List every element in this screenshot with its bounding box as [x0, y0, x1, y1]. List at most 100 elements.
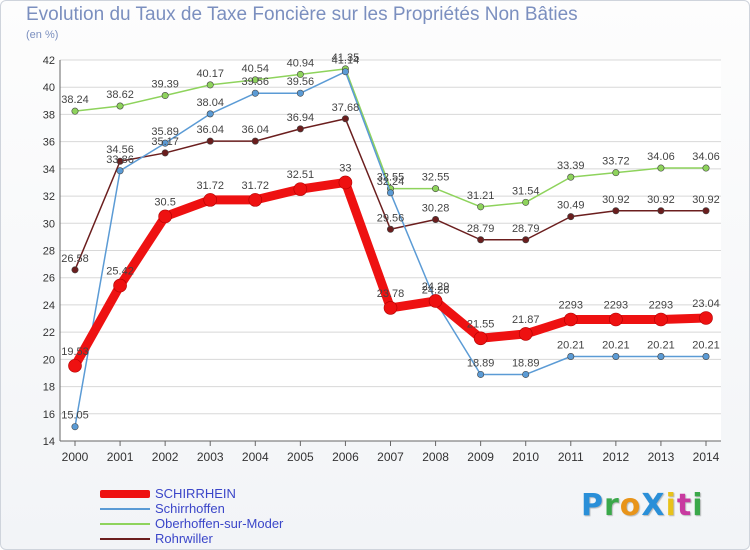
data-point-schirrhoffen [206, 110, 214, 118]
data-point-rohrwiller [206, 137, 214, 145]
data-label-rohrwiller: 28.79 [467, 223, 495, 235]
legend-swatch-rohrwiller [100, 538, 150, 540]
data-point-schirrhoffen [296, 89, 304, 97]
data-label-rohrwiller: 30.92 [602, 194, 630, 206]
x-tick-label: 2006 [332, 450, 359, 464]
data-label-oberhoffen-sur-moder: 31.54 [512, 185, 540, 197]
y-tick-label: 16 [43, 409, 55, 421]
data-label-schirrhein: 24.29 [422, 281, 450, 293]
data-point-oberhoffen-sur-moder [432, 185, 440, 193]
data-label-schirrhein: 19.53 [61, 346, 89, 358]
data-point-oberhoffen-sur-moder [567, 173, 575, 181]
data-point-rohrwiller [116, 157, 124, 165]
data-label-schirrhein: 2293 [604, 299, 628, 311]
data-point-oberhoffen-sur-moder [657, 164, 665, 172]
y-tick-label: 18 [43, 382, 55, 394]
data-point-schirrhein [699, 311, 713, 325]
data-point-rohrwiller [251, 137, 259, 145]
data-label-rohrwiller: 28.79 [512, 223, 540, 235]
data-label-oberhoffen-sur-moder: 31.21 [467, 190, 495, 202]
data-point-schirrhoffen [477, 370, 485, 378]
data-point-rohrwiller [71, 266, 79, 274]
data-label-oberhoffen-sur-moder: 33.39 [557, 160, 585, 172]
data-point-schirrhoffen [71, 423, 79, 431]
data-label-oberhoffen-sur-moder: 34.06 [647, 151, 675, 163]
x-tick-label: 2013 [648, 450, 675, 464]
y-tick-label: 36 [43, 137, 55, 149]
data-label-schirrhoffen: 24.26 [422, 284, 450, 296]
data-label-schirrhoffen: 15.05 [61, 410, 89, 422]
data-point-schirrhein [518, 327, 533, 341]
data-point-schirrhoffen [251, 89, 259, 97]
data-label-schirrhoffen: 20.21 [692, 339, 720, 351]
data-point-schirrhein [654, 312, 668, 327]
legend-swatch-oberhoffen [100, 523, 150, 525]
data-label-schirrhein: 31.72 [196, 180, 224, 192]
data-label-oberhoffen-sur-moder: 40.54 [242, 63, 270, 75]
data-point-rohrwiller [296, 125, 304, 133]
data-label-oberhoffen-sur-moder: 32.55 [377, 172, 405, 184]
data-label-schirrhoffen: 18.89 [512, 357, 540, 369]
y-tick-label: 24 [43, 300, 55, 312]
data-point-schirrhein [609, 312, 623, 327]
y-tick-label: 14 [43, 436, 55, 448]
x-tick-label: 2009 [467, 450, 494, 464]
x-tick-label: 2001 [107, 450, 134, 464]
data-point-schirrhein [293, 182, 308, 196]
y-tick-label: 20 [43, 354, 55, 366]
data-label-schirrhoffen: 38.04 [196, 97, 224, 109]
data-point-schirrhein [338, 175, 353, 190]
data-point-rohrwiller [567, 213, 575, 221]
data-label-oberhoffen-sur-moder: 38.62 [106, 89, 134, 101]
y-tick-label: 38 [43, 109, 55, 121]
proxiti-logo: ProXiti [581, 488, 704, 523]
line-chart: 14 16 18 20 22 24 26 28 30 32 34 36 38 40 42 2000 2001 20… [43, 52, 721, 464]
data-label-schirrhoffen: 39.56 [287, 76, 315, 88]
data-point-rohrwiller [161, 149, 169, 157]
data-point-schirrhoffen [386, 189, 394, 197]
data-label-oberhoffen-sur-moder: 39.39 [151, 79, 179, 91]
data-label-schirrhein: 21.87 [512, 314, 540, 326]
y-tick-label: 30 [43, 218, 55, 230]
data-point-schirrhoffen [522, 370, 530, 378]
chart-subtitle: (en %) [26, 29, 59, 41]
data-point-oberhoffen-sur-moder [251, 76, 259, 84]
data-label-schirrhoffen: 18.89 [467, 357, 495, 369]
chart-title: Evolution du Taux de Taxe Foncière sur l… [26, 4, 578, 25]
x-tick-label: 2007 [377, 450, 404, 464]
data-label-schirrhein: 33 [339, 162, 351, 174]
legend-label: Schirrhoffen [155, 501, 225, 516]
data-point-oberhoffen-sur-moder [522, 198, 530, 206]
data-label-rohrwiller: 26.58 [61, 253, 89, 265]
data-label-rohrwiller: 30.92 [692, 194, 720, 206]
data-label-schirrhoffen: 41.14 [332, 55, 360, 67]
y-tick-label: 32 [43, 191, 55, 203]
x-tick-label: 2000 [62, 450, 89, 464]
data-label-oberhoffen-sur-moder: 32.55 [422, 172, 450, 184]
data-label-schirrhoffen: 32.24 [377, 176, 405, 188]
data-point-rohrwiller [702, 207, 710, 215]
data-label-schirrhein: 23.78 [377, 288, 405, 300]
x-tick-label: 2003 [197, 450, 224, 464]
legend-label: Oberhoffen-sur-Moder [155, 516, 284, 531]
data-label-oberhoffen-sur-moder: 34.06 [692, 151, 720, 163]
data-label-schirrhein: 30.5 [154, 196, 175, 208]
data-label-rohrwiller: 30.49 [557, 200, 585, 212]
x-tick-label: 2004 [242, 450, 269, 464]
y-tick-label: 42 [43, 55, 55, 67]
data-label-rohrwiller: 36.04 [242, 124, 270, 136]
data-point-oberhoffen-sur-moder [71, 107, 79, 115]
data-label-rohrwiller: 29.56 [377, 212, 405, 224]
legend-label: Rohrwiller [155, 531, 213, 546]
data-label-schirrhein: 21.55 [467, 318, 495, 330]
data-label-schirrhoffen: 33.86 [106, 154, 134, 166]
data-point-oberhoffen-sur-moder [116, 102, 124, 110]
y-tick-label: 34 [43, 164, 55, 176]
data-point-schirrhein [158, 209, 172, 224]
x-tick-label: 2011 [558, 450, 584, 464]
data-point-schirrhein [203, 193, 218, 207]
data-point-oberhoffen-sur-moder [161, 92, 169, 100]
data-point-rohrwiller [522, 236, 530, 244]
data-point-oberhoffen-sur-moder [206, 81, 214, 89]
data-point-schirrhoffen [567, 352, 575, 360]
